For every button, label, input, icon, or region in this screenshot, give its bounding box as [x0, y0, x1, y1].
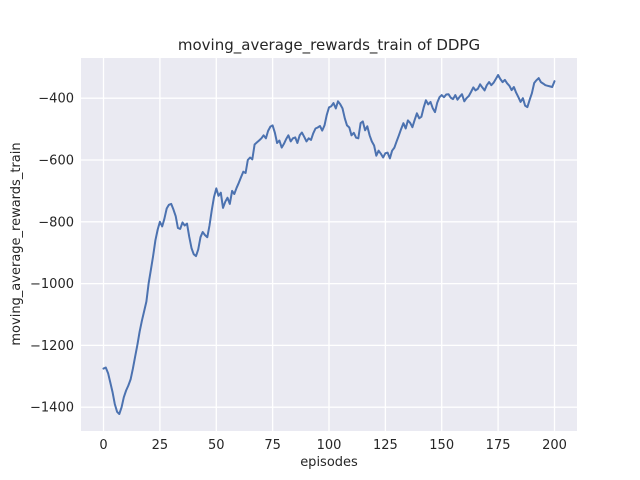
reward-moving-average-line	[102, 74, 556, 415]
y-axis-label: moving_average_rewards_train	[9, 142, 24, 346]
x-tick-label: 175	[486, 438, 511, 453]
x-tick-label: 50	[208, 438, 225, 453]
y-tick-label: −1000	[30, 277, 74, 292]
y-tick-label: −400	[38, 92, 74, 107]
y-tick-label: −1200	[30, 339, 74, 354]
x-tick-label: 75	[264, 438, 281, 453]
x-tick-label: 100	[317, 438, 342, 453]
y-tick-label: −800	[38, 215, 74, 230]
x-tick-label: 125	[373, 438, 398, 453]
x-tick-label: 0	[99, 438, 107, 453]
x-axis-label: episodes	[300, 455, 358, 470]
y-tick-label: −600	[38, 154, 74, 169]
chart-title: moving_average_rewards_train of DDPG	[177, 36, 481, 54]
x-tick-label: 200	[542, 438, 567, 453]
y-tick-label: −1400	[30, 401, 74, 416]
x-tick-label: 150	[429, 438, 454, 453]
x-tick-label: 25	[152, 438, 169, 453]
